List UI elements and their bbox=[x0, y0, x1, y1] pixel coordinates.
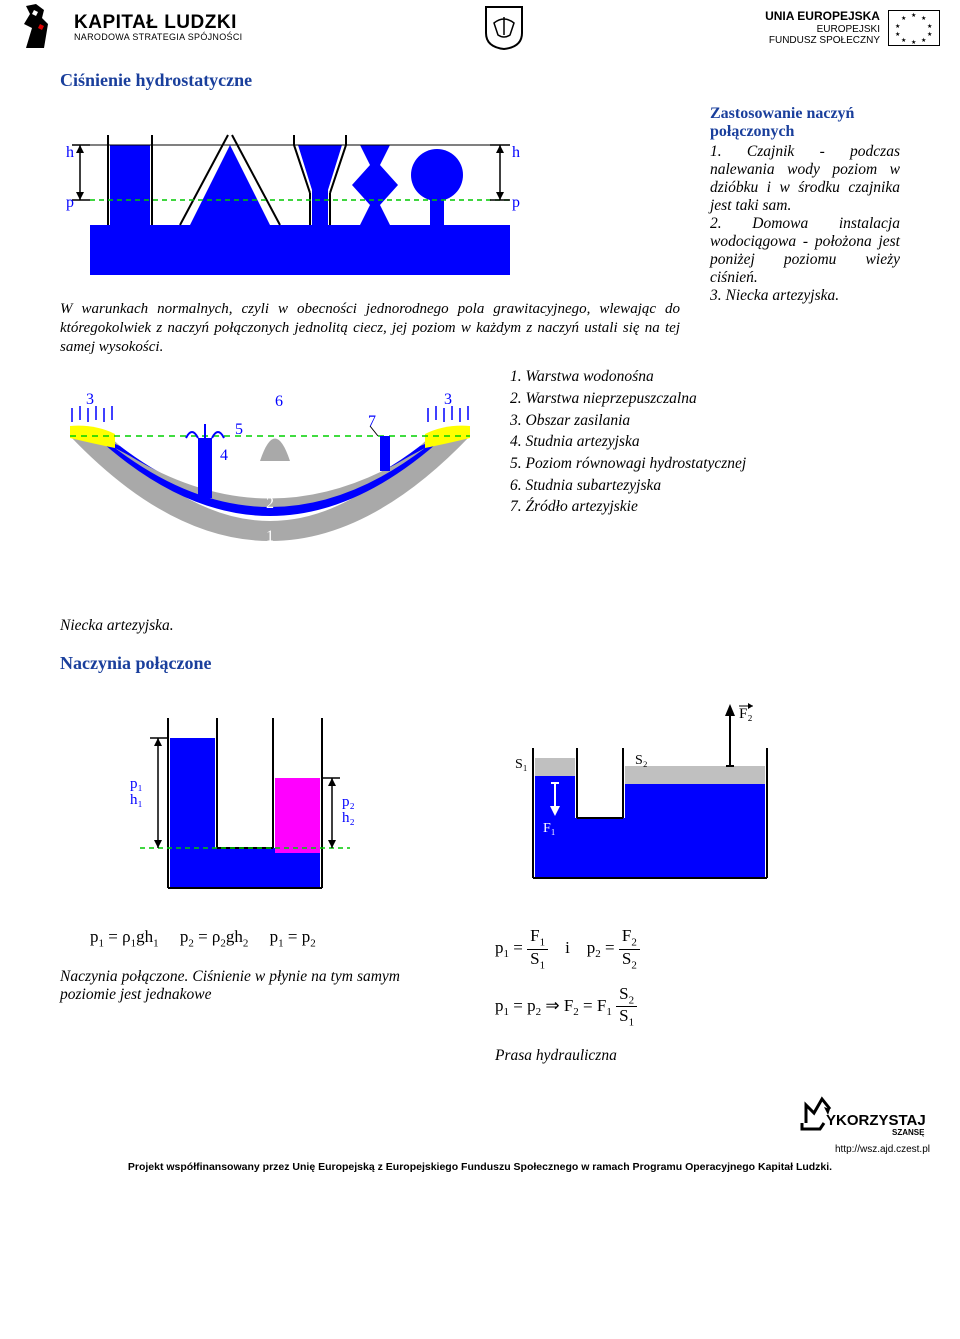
legend-item: 2. Warstwa nieprzepuszczalna bbox=[510, 388, 900, 410]
utube-equation: p1 = ρ1gh1 p2 = ρ2gh2 p1 = p2 bbox=[60, 927, 465, 949]
svg-text:p₁: p₁ bbox=[130, 776, 143, 792]
header-eu-l1: UNIA EUROPEJSKA bbox=[765, 10, 880, 23]
svg-text:h: h bbox=[512, 144, 520, 161]
header-eu-l3: FUNDUSZ SPOŁECZNY bbox=[765, 35, 880, 46]
shield-icon bbox=[484, 5, 524, 51]
side-item: 2. Domowa instalacja wodociągowa - położ… bbox=[710, 215, 900, 286]
svg-text:S₁: S₁ bbox=[515, 757, 528, 772]
svg-text:3: 3 bbox=[86, 391, 94, 408]
section-title-2: Naczynia połączone bbox=[60, 653, 900, 674]
eu-flag-icon: ★ ★ ★ ★ ★ ★ ★ ★ ★ ★ bbox=[888, 10, 940, 46]
header-eu-l2: EUROPEJSKI bbox=[765, 24, 880, 35]
legend-item: 1. Warstwa wodonośna bbox=[510, 366, 900, 388]
page-header: KAPITAŁ LUDZKI NARODOWA STRATEGIA SPÓJNO… bbox=[0, 0, 960, 60]
side-item: 1. Czajnik - podczas nalewania wody pozi… bbox=[710, 143, 900, 214]
footer-line: Projekt współfinansowany przez Unię Euro… bbox=[0, 1161, 960, 1173]
svg-text:4: 4 bbox=[220, 447, 228, 464]
side-item: 3. Niecka artezyjska. bbox=[710, 287, 839, 304]
header-kapital-title: KAPITAŁ LUDZKI bbox=[74, 13, 242, 33]
utube-diagram: p₁ h₁ p₂ h₂ bbox=[60, 688, 465, 913]
press-equation-2: p1 = p2 ⇒ F2 = F1 S2S1 bbox=[495, 985, 900, 1029]
svg-text:5: 5 bbox=[235, 421, 243, 438]
header-kapital-sub: NARODOWA STRATEGIA SPÓJNOŚCI bbox=[74, 33, 242, 42]
svg-text:7: 7 bbox=[368, 413, 376, 430]
vessels-caption: W warunkach normalnych, czyli w obecnośc… bbox=[60, 300, 680, 356]
svg-text:6: 6 bbox=[275, 393, 283, 410]
utube-caption: Naczynia połączone. Ciśnienie w płynie n… bbox=[60, 968, 400, 1004]
footer-url: http://wsz.ajd.czest.pl bbox=[0, 1144, 960, 1155]
svg-text:S₂: S₂ bbox=[635, 753, 648, 768]
legend-item: 6. Studnia subartezyjska bbox=[510, 475, 900, 497]
artesian-diagram: 3 3 6 5 4 7 1 2 2 bbox=[60, 366, 480, 601]
artesian-legend: 1. Warstwa wodonośna 2. Warstwa nieprzep… bbox=[510, 366, 900, 601]
header-center bbox=[484, 5, 524, 51]
svg-text:h: h bbox=[66, 144, 74, 161]
legend-item: 5. Poziom równowagi hydrostatycznej bbox=[510, 453, 900, 475]
svg-text:p: p bbox=[66, 194, 74, 211]
svg-text:p: p bbox=[512, 194, 520, 211]
header-right: UNIA EUROPEJSKA EUROPEJSKI FUNDUSZ SPOŁE… bbox=[765, 10, 940, 46]
artesian-caption: Niecka artezyjska. bbox=[60, 617, 900, 635]
svg-text:YKORZYSTAJ: YKORZYSTAJ bbox=[826, 1112, 926, 1129]
kapital-ludzki-icon bbox=[20, 4, 64, 52]
svg-text:1: 1 bbox=[266, 528, 274, 545]
press-caption: Prasa hydrauliczna bbox=[495, 1047, 900, 1065]
svg-text:2: 2 bbox=[266, 495, 274, 512]
legend-item: 4. Studnia artezyjska bbox=[510, 431, 900, 453]
press-equation-1: p1 = F1S1 i p2 = F2S2 bbox=[495, 927, 900, 971]
section-title-1: Ciśnienie hydrostatyczne bbox=[60, 70, 900, 91]
svg-text:F₂: F₂ bbox=[739, 706, 753, 722]
svg-text:SZANSĘ: SZANSĘ bbox=[892, 1128, 925, 1137]
svg-text:h₁: h₁ bbox=[130, 792, 143, 808]
legend-item: 3. Obszar zasilania bbox=[510, 410, 900, 432]
side-title: Zastosowanie naczyń połączonych bbox=[710, 105, 900, 141]
footer-logo: YKORZYSTAJ SZANSĘ bbox=[0, 1093, 960, 1142]
hydraulic-press-diagram: F₁ F₂ S₁ S₂ bbox=[495, 688, 900, 913]
svg-text:h₂: h₂ bbox=[342, 810, 355, 826]
connected-vessels-diagram: h p h p bbox=[60, 105, 680, 290]
svg-text:3: 3 bbox=[444, 391, 452, 408]
legend-item: 7. Źródło artezyjskie bbox=[510, 496, 900, 518]
svg-text:2: 2 bbox=[230, 565, 238, 582]
svg-text:F₁: F₁ bbox=[543, 821, 556, 836]
svg-text:p₂: p₂ bbox=[342, 794, 355, 810]
header-left: KAPITAŁ LUDZKI NARODOWA STRATEGIA SPÓJNO… bbox=[20, 4, 242, 52]
